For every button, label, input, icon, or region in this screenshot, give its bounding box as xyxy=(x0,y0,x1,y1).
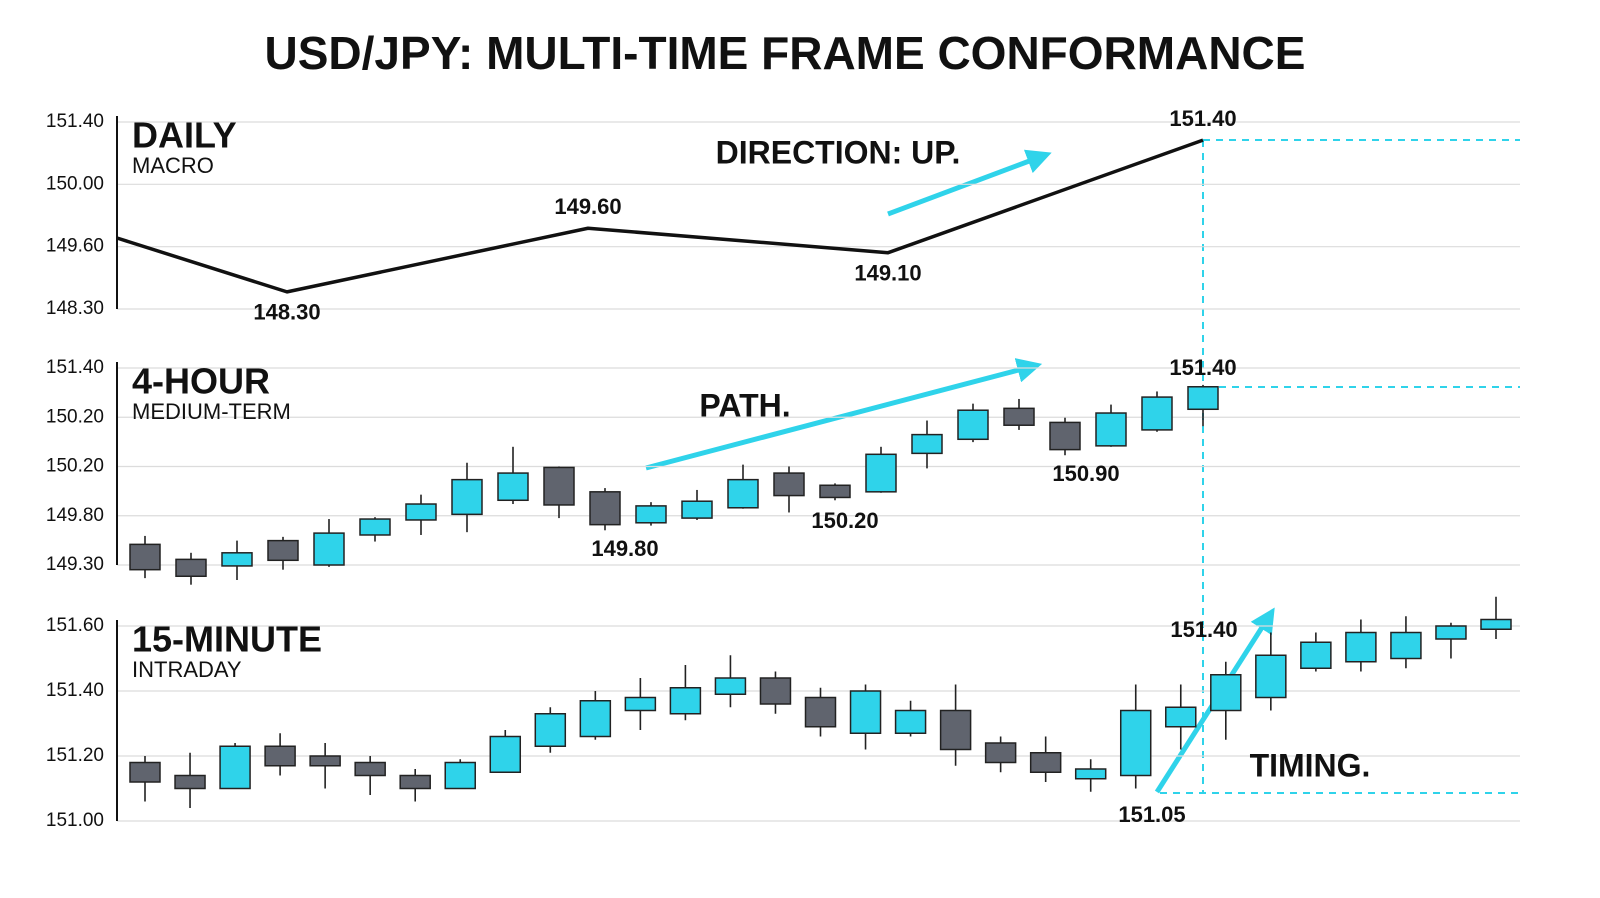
annotation: TIMING. xyxy=(1250,747,1371,783)
y-tick-label: 149.60 xyxy=(46,236,104,257)
candle-body xyxy=(489,735,522,773)
candle-body xyxy=(773,472,805,497)
candle-body xyxy=(219,745,251,790)
candle-body xyxy=(911,433,943,455)
price-label: 151.05 xyxy=(1118,802,1185,827)
y-tick-label: 151.40 xyxy=(46,680,104,701)
y-tick-label: 150.20 xyxy=(46,456,104,477)
candle-body xyxy=(1074,768,1107,780)
candle-body xyxy=(1345,631,1377,663)
candle-body xyxy=(1003,407,1035,426)
y-tick-label: 151.40 xyxy=(46,111,104,132)
candle-body xyxy=(399,774,431,790)
price-label: 150.20 xyxy=(811,508,878,533)
candle-body xyxy=(727,478,759,509)
candle-body xyxy=(309,755,341,767)
candle-body xyxy=(444,761,476,790)
price-label: 151.40 xyxy=(1169,355,1236,380)
candle-body xyxy=(1480,618,1512,630)
candle-body xyxy=(681,500,713,519)
panel-subtitle: MACRO xyxy=(132,153,214,178)
panel-subtitle: INTRADAY xyxy=(132,657,242,682)
candle-body xyxy=(405,503,437,521)
candle-body xyxy=(589,491,621,526)
candle-body xyxy=(865,453,897,493)
candle-body xyxy=(1049,421,1081,451)
candle-body xyxy=(579,700,612,738)
panel-title: DAILY xyxy=(132,115,237,156)
y-tick-label: 151.40 xyxy=(46,357,104,378)
value-label: 151.40 xyxy=(1169,106,1236,131)
candle-body xyxy=(635,505,667,524)
y-tick-label: 150.20 xyxy=(46,406,104,427)
annotation: PATH. xyxy=(699,387,790,423)
candle-body xyxy=(1300,641,1332,669)
candle-body xyxy=(1165,706,1197,728)
candle-body xyxy=(534,713,567,747)
price-line xyxy=(116,138,1204,294)
candle-body xyxy=(624,696,657,712)
candle-body xyxy=(1141,396,1173,431)
candle-body xyxy=(264,745,296,767)
candle-body xyxy=(1029,752,1062,773)
y-tick-label: 151.00 xyxy=(46,810,104,831)
candle-body xyxy=(497,472,529,502)
value-label: 149.60 xyxy=(554,194,621,219)
candle-body xyxy=(1390,631,1422,660)
candle-body xyxy=(714,677,747,695)
y-tick-label: 151.60 xyxy=(46,615,104,636)
y-tick-label: 149.30 xyxy=(46,554,104,575)
candle-body xyxy=(313,532,345,566)
candle-body xyxy=(1187,386,1219,411)
candle-body xyxy=(849,690,882,734)
panel-title: 4-HOUR xyxy=(132,361,270,402)
candle-body xyxy=(1255,654,1287,699)
annotation: DIRECTION: UP. xyxy=(716,134,961,170)
candle-body xyxy=(939,709,972,751)
candle-body xyxy=(1435,625,1467,640)
candle-body xyxy=(804,696,837,728)
price-label: 149.80 xyxy=(591,536,658,561)
candle-body xyxy=(759,677,792,705)
candle-body xyxy=(221,552,253,567)
candle-body xyxy=(129,761,161,783)
candle-body xyxy=(354,761,386,777)
candle-body xyxy=(174,774,206,790)
candle-body xyxy=(175,558,207,578)
candle-body xyxy=(359,518,391,536)
price-label: 151.40 xyxy=(1170,617,1237,642)
y-tick-label: 148.30 xyxy=(46,298,104,319)
y-tick-label: 150.00 xyxy=(46,173,104,194)
chart-title: USD/JPY: MULTI-TIME FRAME CONFORMANCE xyxy=(265,27,1306,79)
candle-body xyxy=(1095,412,1127,447)
candle-body xyxy=(267,539,299,562)
candle-body xyxy=(957,409,989,441)
candle-body xyxy=(894,709,927,734)
y-tick-label: 149.80 xyxy=(46,505,104,526)
panel-title: 15-MINUTE xyxy=(132,619,322,660)
arrow xyxy=(887,149,1052,217)
price-label: 150.90 xyxy=(1052,461,1119,486)
candle-body xyxy=(129,543,161,571)
panel-subtitle: MEDIUM-TERM xyxy=(132,399,291,424)
value-label: 148.30 xyxy=(253,300,320,325)
candle-body xyxy=(1210,674,1242,712)
candle-body xyxy=(984,742,1017,764)
candle-body xyxy=(819,484,851,499)
y-tick-label: 151.20 xyxy=(46,745,104,766)
candle-body xyxy=(543,466,575,506)
value-label: 149.10 xyxy=(854,261,921,286)
candle-body xyxy=(451,478,483,516)
arrows xyxy=(645,149,1275,794)
candle-body xyxy=(1119,709,1152,777)
candle-body xyxy=(669,687,702,715)
